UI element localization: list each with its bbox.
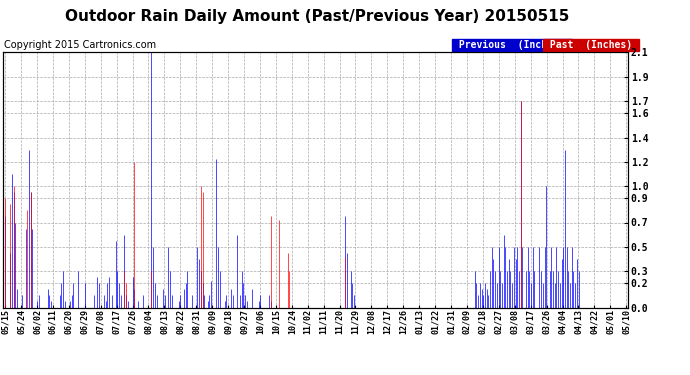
Text: Past  (Inches): Past (Inches) xyxy=(544,40,638,50)
Text: Copyright 2015 Cartronics.com: Copyright 2015 Cartronics.com xyxy=(4,40,156,50)
Text: Previous  (Inches): Previous (Inches) xyxy=(453,40,571,50)
Text: Outdoor Rain Daily Amount (Past/Previous Year) 20150515: Outdoor Rain Daily Amount (Past/Previous… xyxy=(66,9,569,24)
